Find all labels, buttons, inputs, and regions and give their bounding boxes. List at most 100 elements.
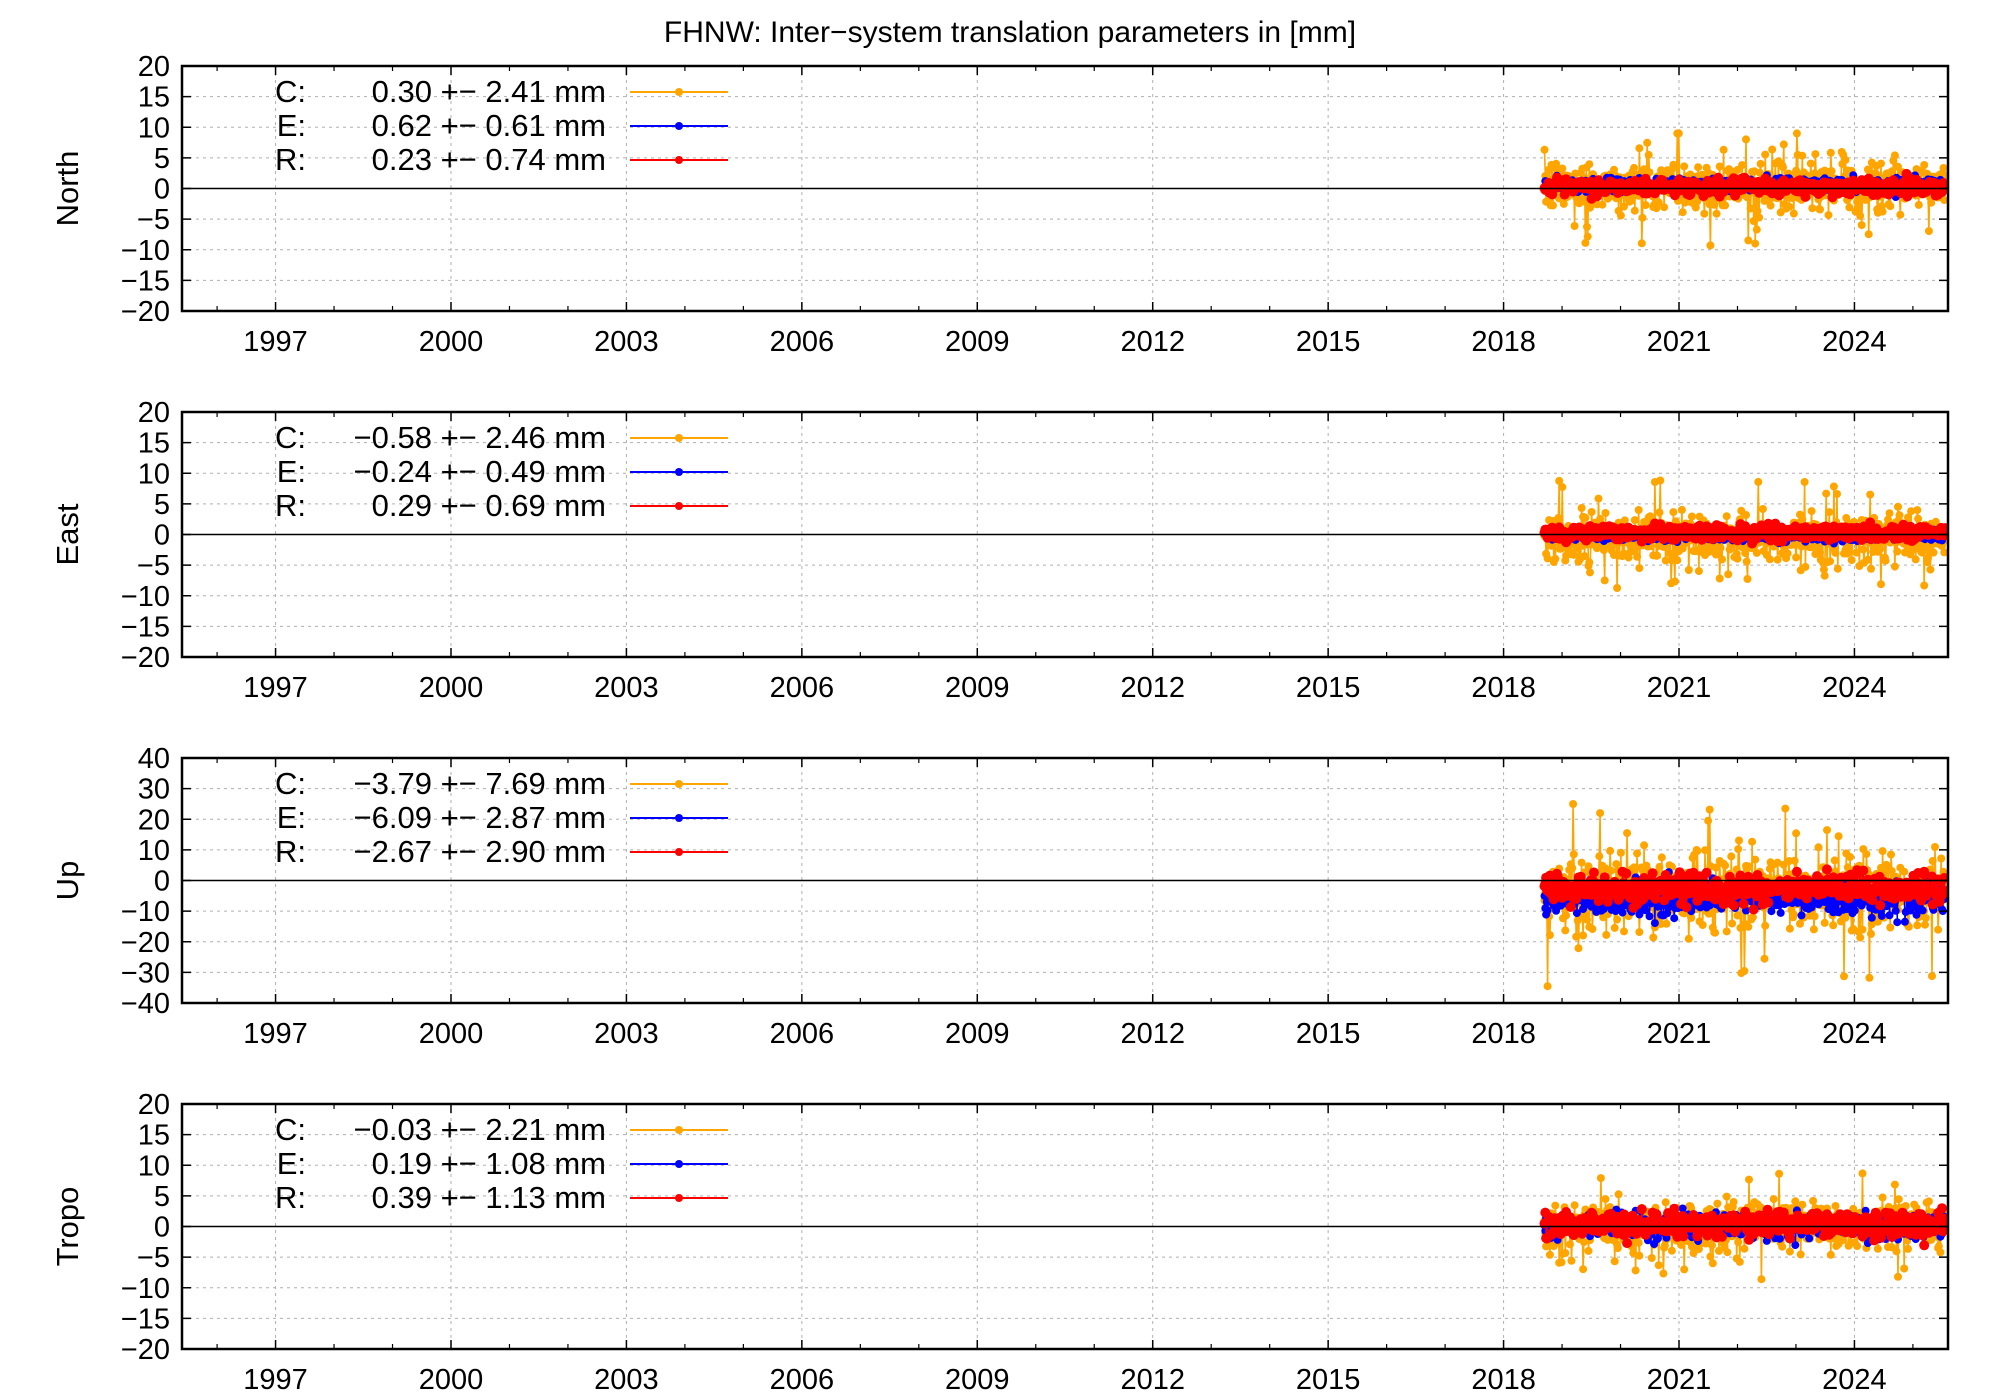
data-point-C [1585, 558, 1594, 567]
data-point-C [1612, 860, 1621, 869]
data-point-C [1845, 203, 1854, 212]
data-point-C [1863, 555, 1872, 564]
data-point-C [1595, 852, 1604, 861]
data-point-C [1788, 194, 1797, 202]
data-point-C [1635, 928, 1644, 937]
data-point-E [1891, 906, 1900, 915]
y-tick-label: 15 [138, 82, 170, 114]
data-point-C [1864, 230, 1873, 239]
data-point-C [1594, 494, 1603, 503]
y-tick-label: 10 [138, 458, 170, 490]
x-tick-label: 2009 [945, 326, 1010, 358]
legend-label-R: R: [275, 488, 306, 523]
data-point-C [1606, 866, 1615, 875]
data-point-C [1856, 211, 1865, 220]
data-point-C [1610, 923, 1619, 932]
data-point-C [1914, 514, 1923, 523]
data-point-C [1691, 203, 1700, 212]
data-point-C [1577, 504, 1586, 512]
data-point-C [1819, 565, 1828, 574]
data-point-C [1558, 164, 1567, 173]
data-point-C [1706, 241, 1715, 250]
data-point-C [1824, 211, 1833, 220]
x-tick-label: 2003 [594, 326, 659, 358]
data-point-C [1920, 581, 1929, 590]
data-point-C [1830, 856, 1839, 865]
data-point-C [1761, 150, 1770, 159]
data-point-C [1792, 829, 1801, 838]
data-point-C [1606, 846, 1615, 855]
data-point-C [1783, 549, 1792, 558]
data-point-E [1645, 912, 1654, 921]
data-point-C [1581, 513, 1590, 522]
data-point-C [1934, 925, 1943, 934]
legend-stats-C: −0.58 +− 2.46 mm [354, 420, 606, 455]
series-R [1539, 517, 1948, 549]
legend-label-R: R: [275, 142, 306, 177]
data-point-C [1555, 476, 1564, 485]
data-point-C [1927, 198, 1936, 207]
legend-label-E: E: [277, 454, 306, 489]
data-point-E [1912, 910, 1921, 919]
data-point-C [1890, 151, 1899, 160]
data-point-C [1742, 135, 1750, 144]
data-point-C [1885, 509, 1894, 518]
data-point-C [1716, 544, 1725, 552]
data-point-E [1867, 913, 1876, 922]
data-point-E [1877, 911, 1886, 920]
data-point-C [1540, 145, 1549, 154]
data-point-C [1785, 202, 1794, 211]
data-point-C [1722, 512, 1731, 521]
data-point-C [1600, 576, 1609, 585]
data-layer [1539, 476, 1948, 592]
data-point-C [1633, 552, 1642, 561]
data-point-C [1877, 159, 1885, 168]
data-point-C [1754, 477, 1763, 486]
data-point-C [1733, 554, 1742, 563]
data-point-C [1755, 213, 1764, 222]
x-tick-label: 1997 [243, 326, 308, 358]
data-point-C [1911, 555, 1920, 564]
legend-label-C: C: [275, 420, 306, 455]
data-point-C [1711, 928, 1720, 937]
data-point-C [1900, 867, 1909, 876]
data-point-E [1618, 908, 1627, 917]
x-tick-label: 2024 [1822, 326, 1887, 358]
data-point-C [1829, 921, 1838, 930]
panel-east: 1997 2000 2003 2006 2009 2012 2015 2018 2021 2024… [50, 397, 1950, 704]
x-tick-label: 2006 [770, 672, 835, 704]
data-point-C [1561, 926, 1570, 935]
data-point-C [1796, 919, 1804, 928]
data-point-C [1684, 566, 1693, 574]
data-point-C [1940, 548, 1948, 557]
data-point-R [1791, 866, 1802, 877]
data-point-C [1785, 924, 1794, 933]
data-point-E [1900, 917, 1909, 926]
y-tick-label: 0 [154, 520, 170, 552]
data-point-C [1551, 554, 1560, 563]
data-point-C [1857, 221, 1866, 230]
y-tick-label: −15 [121, 265, 170, 297]
legend-marker-E [675, 122, 683, 130]
series-R [1539, 864, 1948, 915]
data-point-C [1823, 826, 1831, 835]
data-point-C [1758, 505, 1767, 513]
data-point-C [1846, 853, 1855, 861]
data-point-E [1893, 918, 1902, 927]
data-point-C [1746, 204, 1755, 213]
legend-label-C: C: [275, 74, 306, 109]
legend-stats-R: 0.29 +− 0.69 mm [372, 488, 606, 523]
data-point-R [1650, 893, 1661, 904]
data-point-C [1669, 160, 1678, 169]
data-point-C [1940, 196, 1948, 205]
x-tick-label: 2000 [419, 326, 484, 358]
data-point-C [1583, 915, 1591, 924]
data-point-C [1887, 850, 1895, 859]
y-tick-label: 20 [138, 51, 170, 83]
data-point-C [1914, 200, 1923, 209]
data-point-C [1811, 150, 1820, 159]
data-point-C [1831, 548, 1840, 557]
data-point-C [1781, 804, 1790, 813]
data-point-C [1569, 800, 1578, 808]
data-point-C [1834, 832, 1843, 841]
